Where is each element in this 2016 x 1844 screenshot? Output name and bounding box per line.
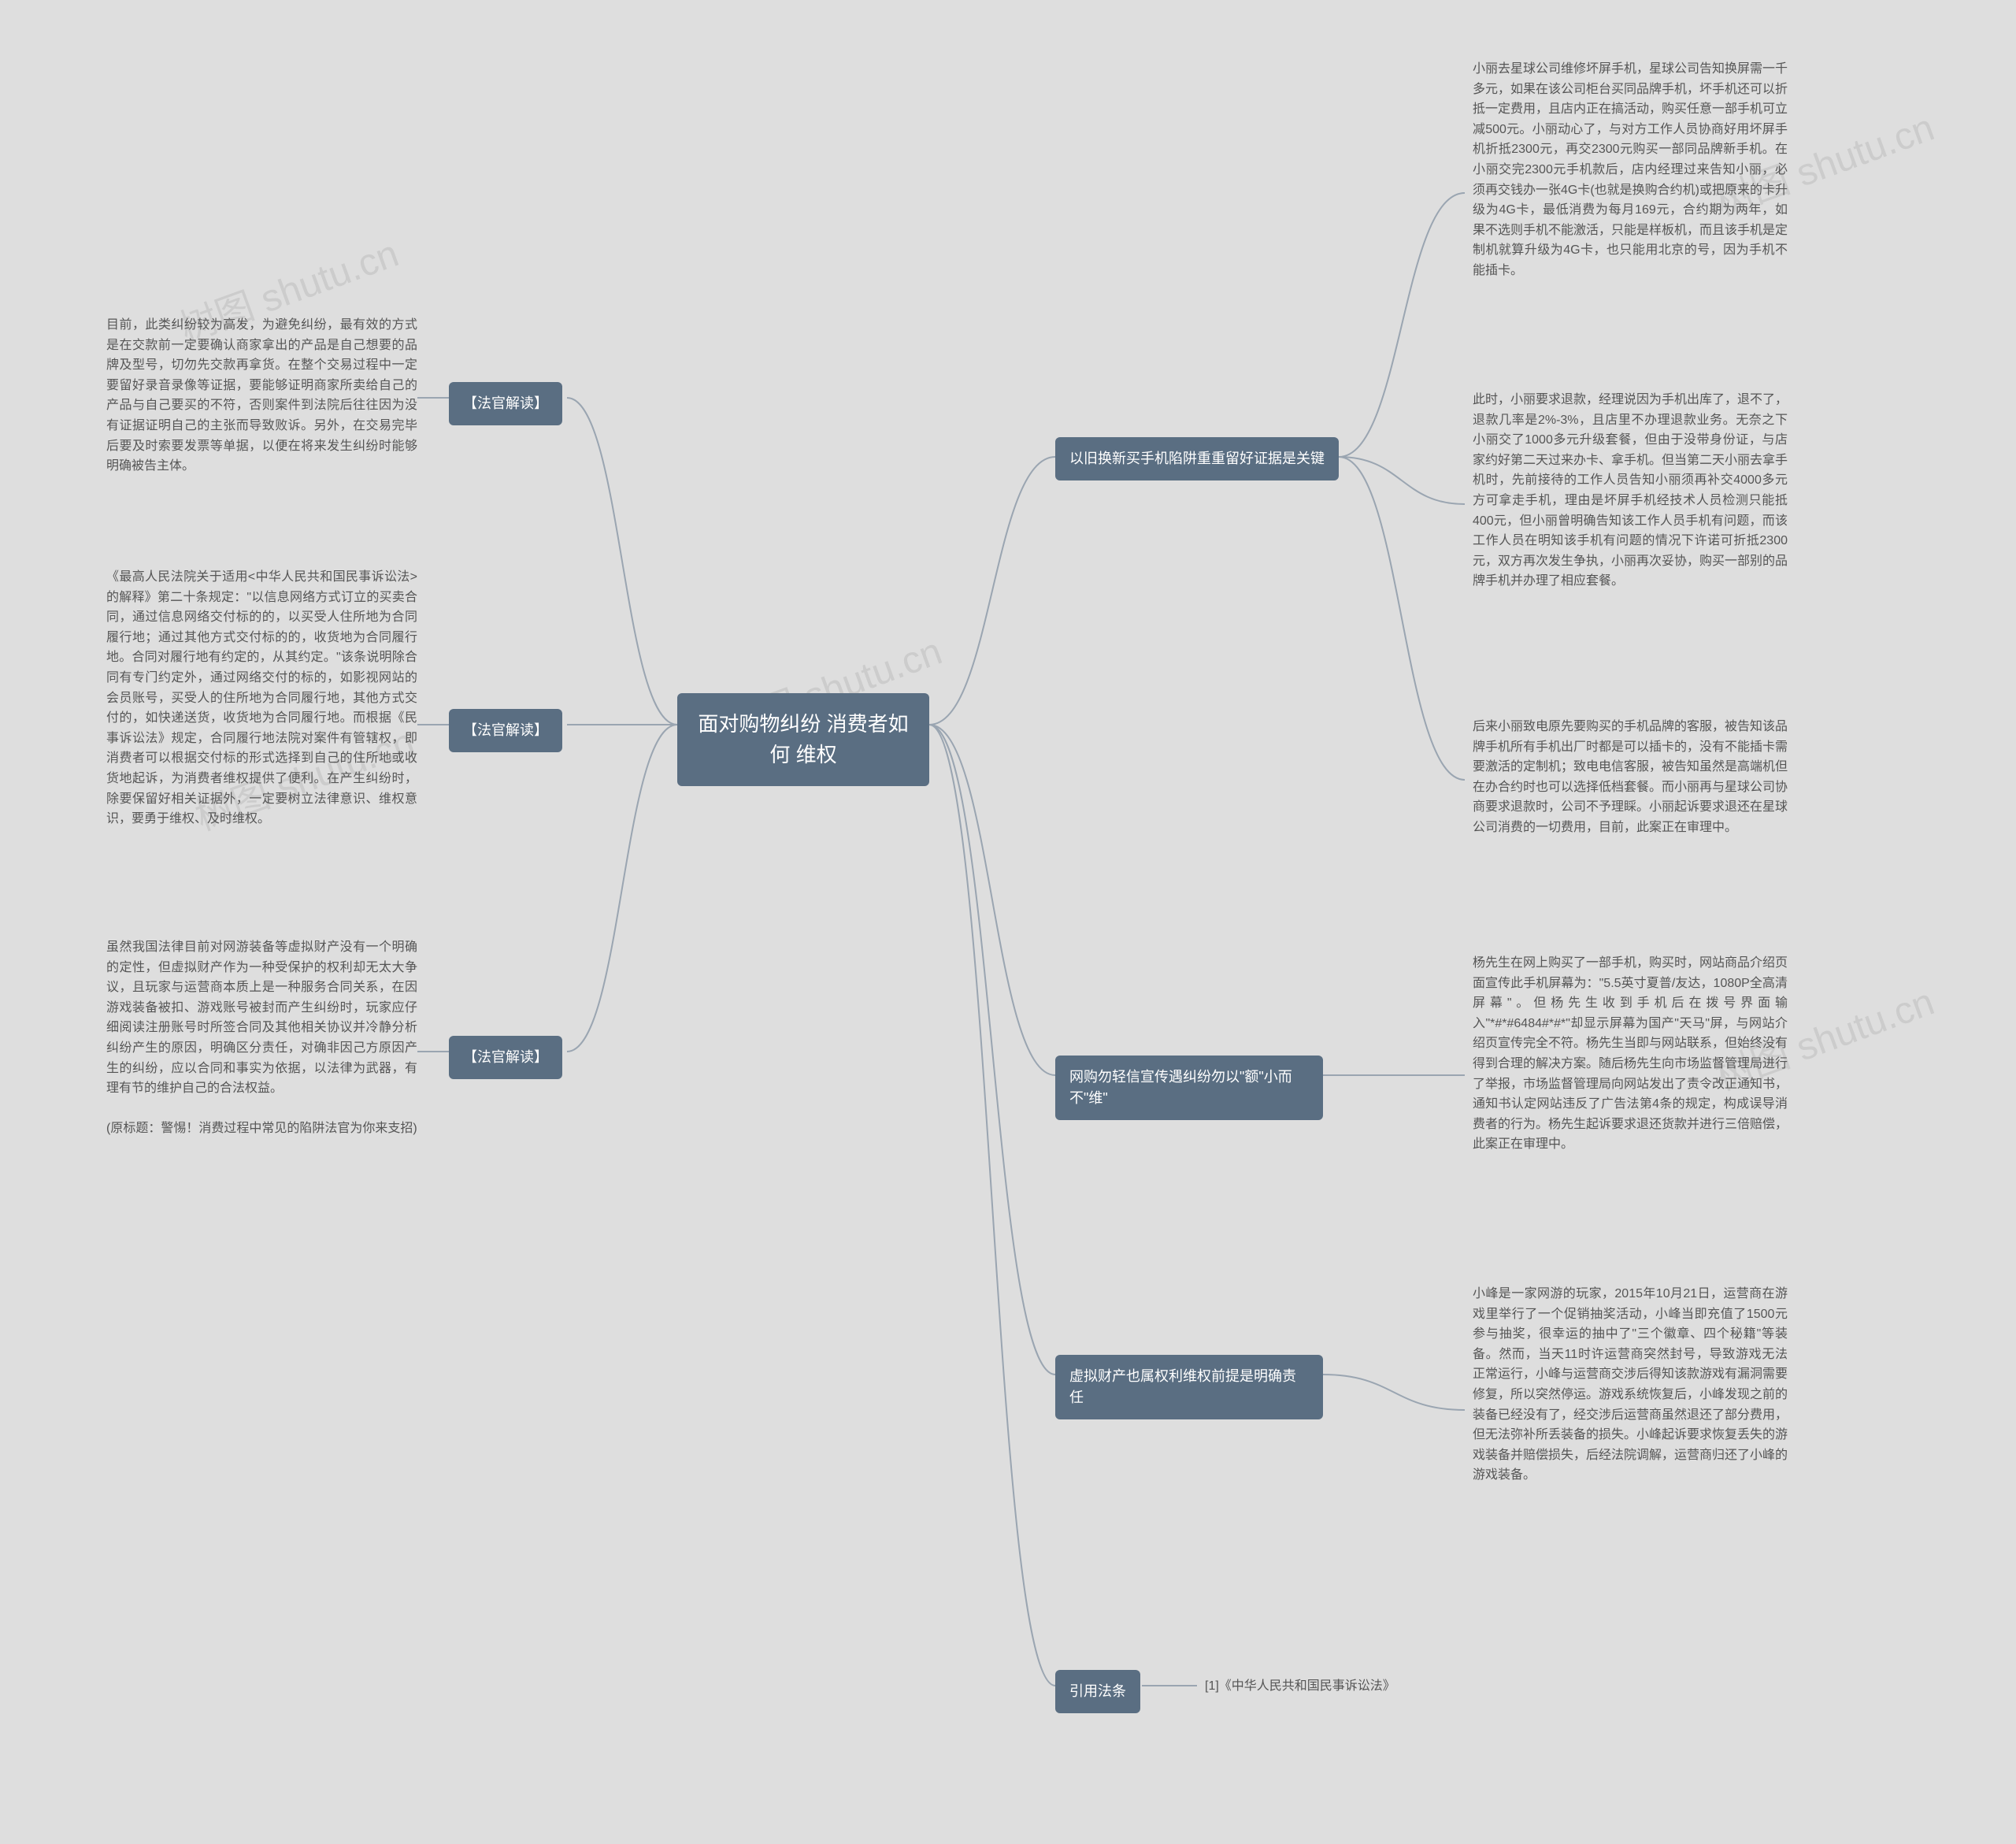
right-branch-3: 虚拟财产也属权利维权前提是明确责任 xyxy=(1055,1355,1323,1419)
left-leaf-1: 目前，此类纠纷较为高发，为避免纠纷，最有效的方式是在交款前一定要确认商家拿出的产… xyxy=(106,315,417,477)
left-branch-1-label: 【法官解读】 xyxy=(463,395,548,411)
right-branch-3-label: 虚拟财产也属权利维权前提是明确责任 xyxy=(1069,1368,1296,1405)
left-branch-2-label: 【法官解读】 xyxy=(463,722,548,738)
right-branch-1: 以旧换新买手机陷阱重重留好证据是关键 xyxy=(1055,437,1339,480)
right-branch-4-label: 引用法条 xyxy=(1069,1683,1126,1699)
right-leaf-3a: 小峰是一家网游的玩家，2015年10月21日，运营商在游戏里举行了一个促销抽奖活… xyxy=(1473,1284,1788,1486)
right-leaf-2a: 杨先生在网上购买了一部手机，购买时，网站商品介绍页面宣传此手机屏幕为："5.5英… xyxy=(1473,953,1788,1155)
right-leaf-4a: [1]《中华人民共和国民事诉讼法》 xyxy=(1205,1676,1520,1697)
left-branch-3-label: 【法官解读】 xyxy=(463,1049,548,1065)
left-branch-3: 【法官解读】 xyxy=(449,1036,562,1079)
center-node: 面对购物纠纷 消费者如何 维权 xyxy=(677,693,929,786)
right-branch-2: 网购勿轻信宣传遇纠纷勿以"额"小而不"维" xyxy=(1055,1056,1323,1120)
left-branch-1: 【法官解读】 xyxy=(449,382,562,425)
left-leaf-2: 《最高人民法院关于适用<中华人民共和国民事诉讼法>的解释》第二十条规定："以信息… xyxy=(106,567,417,829)
right-leaf-1c: 后来小丽致电原先要购买的手机品牌的客服，被告知该品牌手机所有手机出厂时都是可以插… xyxy=(1473,717,1788,838)
right-branch-4: 引用法条 xyxy=(1055,1670,1140,1713)
center-title: 面对购物纠纷 消费者如何 维权 xyxy=(698,712,908,766)
left-branch-2: 【法官解读】 xyxy=(449,709,562,752)
right-branch-1-label: 以旧换新买手机陷阱重重留好证据是关键 xyxy=(1069,451,1325,466)
left-leaf-3: 虽然我国法律目前对网游装备等虚拟财产没有一个明确的定性，但虚拟财产作为一种受保护… xyxy=(106,937,417,1139)
right-leaf-1b: 此时，小丽要求退款，经理说因为手机出库了，退不了，退款几率是2%-3%，且店里不… xyxy=(1473,390,1788,592)
right-leaf-1a: 小丽去星球公司维修坏屏手机，星球公司告知换屏需一千多元，如果在该公司柜台买同品牌… xyxy=(1473,59,1788,281)
right-branch-2-label: 网购勿轻信宣传遇纠纷勿以"额"小而不"维" xyxy=(1069,1069,1292,1106)
